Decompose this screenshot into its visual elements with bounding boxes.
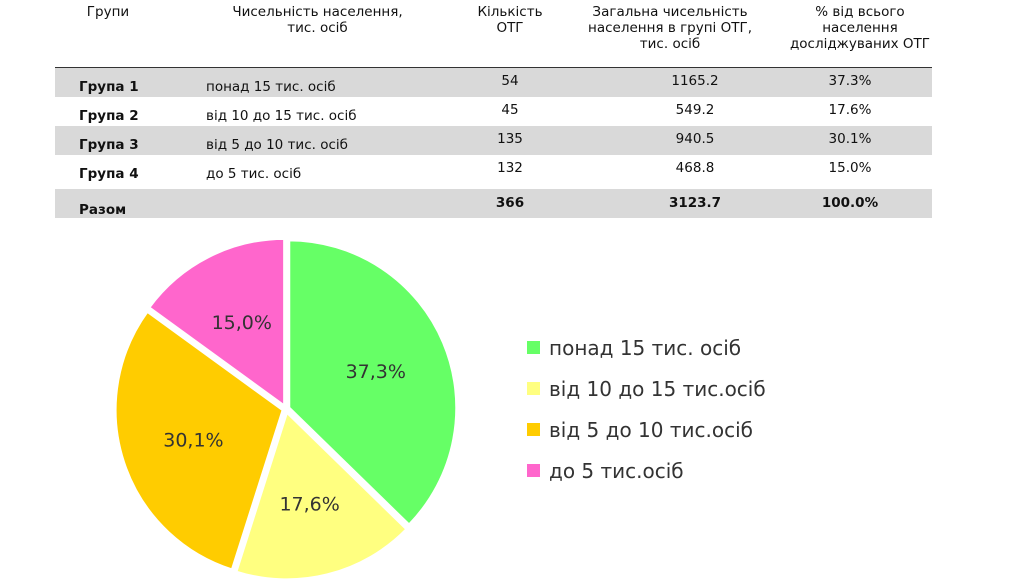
- header-count-line2: ОТГ: [496, 20, 524, 36]
- row-label: від 5 до 10 тис. осіб: [206, 137, 348, 153]
- row-group: Група 4: [79, 166, 139, 182]
- row-group: Група 1: [79, 79, 139, 95]
- pie-slice-3: [113, 309, 285, 572]
- pie-data-label: 37,3%: [346, 361, 406, 383]
- legend-item: до 5 тис.осіб: [527, 459, 827, 483]
- row-count: 54: [501, 73, 519, 89]
- row-total: 468.8: [675, 160, 715, 176]
- row-pct: 15.0%: [828, 160, 872, 176]
- row-count: 132: [497, 160, 523, 176]
- legend-swatch: [527, 464, 540, 477]
- pie-slice-1: [287, 238, 459, 528]
- legend-label: від 10 до 15 тис.осіб: [549, 377, 766, 401]
- legend-label: від 5 до 10 тис.осіб: [549, 418, 753, 442]
- header-count: Кількість ОТГ: [455, 4, 565, 36]
- legend-label: понад 15 тис. осіб: [549, 336, 742, 360]
- pie-slice-4: [146, 236, 287, 410]
- row-label: до 5 тис. осіб: [206, 166, 302, 182]
- total-label: Разом: [79, 202, 127, 218]
- legend-item: від 10 до 15 тис.осіб: [527, 377, 827, 401]
- total-pct: 100.0%: [821, 195, 879, 211]
- header-pct-line2: населення: [822, 20, 898, 36]
- row-group: Група 3: [79, 137, 139, 153]
- row-label: понад 15 тис. осіб: [206, 79, 336, 95]
- header-pct: % від всього населення досліджуваних ОТГ: [760, 4, 960, 52]
- header-population-line1: Чисельність населення,: [232, 4, 403, 20]
- legend-swatch: [527, 423, 540, 436]
- row-label: від 10 до 15 тис. осіб: [206, 108, 357, 124]
- row-total: 1165.2: [671, 73, 719, 89]
- total-count: 366: [495, 195, 525, 211]
- header-population-line2: тис. осіб: [287, 20, 348, 36]
- row-pct: 17.6%: [828, 102, 872, 118]
- legend-swatch: [527, 382, 540, 395]
- header-pct-line3: досліджуваних ОТГ: [789, 36, 931, 52]
- header-total-line2: населення в групі ОТГ,: [588, 20, 752, 36]
- header-total-line1: Загальна чисельність: [592, 4, 748, 20]
- table-row: Група 2 від 10 до 15 тис. осіб 45 549.2 …: [55, 97, 932, 126]
- table-row: Група 4 до 5 тис. осіб 132 468.8 15.0%: [55, 155, 932, 184]
- row-pct: 37.3%: [828, 73, 872, 89]
- legend-item: понад 15 тис. осіб: [527, 336, 827, 360]
- row-count: 45: [501, 102, 519, 118]
- row-total: 549.2: [675, 102, 715, 118]
- row-group: Група 2: [79, 108, 139, 124]
- row-count: 135: [497, 131, 523, 147]
- table-row: Група 1 понад 15 тис. осіб 54 1165.2 37.…: [55, 68, 932, 97]
- header-divider: [55, 67, 932, 68]
- pie-data-label: 30,1%: [163, 429, 223, 451]
- pie-slice-2: [233, 409, 410, 582]
- pie-data-label: 17,6%: [279, 494, 339, 516]
- header-groups: Групи: [86, 4, 130, 20]
- header-population: Чисельність населення, тис. осіб: [195, 4, 440, 36]
- total-population: 3123.7: [668, 195, 722, 211]
- header-total: Загальна чисельність населення в групі О…: [560, 4, 780, 52]
- table-total-row: Разом 366 3123.7 100.0%: [55, 189, 932, 218]
- row-total: 940.5: [675, 131, 715, 147]
- header-pct-line1: % від всього: [815, 4, 905, 20]
- row-pct: 30.1%: [828, 131, 872, 147]
- legend-item: від 5 до 10 тис.осіб: [527, 418, 827, 442]
- header-count-line1: Кількість: [477, 4, 543, 20]
- legend-swatch: [527, 341, 540, 354]
- legend-label: до 5 тис.осіб: [549, 459, 684, 483]
- header-total-line3: тис. осіб: [639, 36, 701, 52]
- table-row: Група 3 від 5 до 10 тис. осіб 135 940.5 …: [55, 126, 932, 155]
- pie-data-label: 15,0%: [212, 312, 272, 334]
